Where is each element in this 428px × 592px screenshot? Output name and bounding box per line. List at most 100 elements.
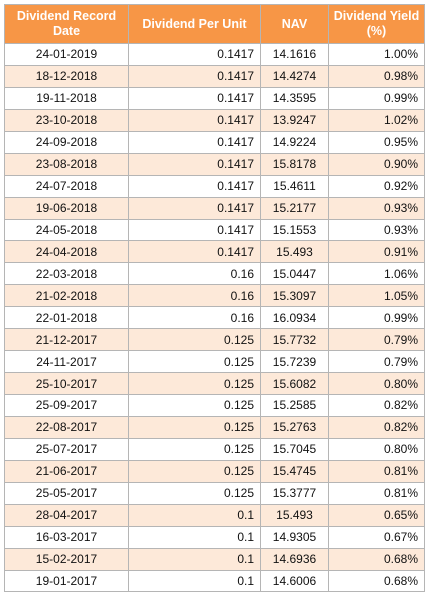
cell-dividend-per-unit: 0.1417 [128,43,261,66]
cell-nav: 14.4274 [260,64,329,88]
cell-record-date: 19-11-2018 [4,86,129,110]
cell-dividend-per-unit: 0.16 [128,262,261,286]
cell-nav: 15.493 [260,503,329,527]
table-row: 25-10-2017 0.125 15.6082 0.80% [4,372,425,395]
table-row: 24-11-2017 0.125 15.7239 0.79% [4,350,425,374]
cell-record-date: 19-06-2018 [4,196,129,220]
cell-record-date: 28-04-2017 [4,503,129,527]
cell-nav: 15.2585 [260,394,329,417]
table-row: 24-01-2019 0.1417 14.1616 1.00% [4,43,425,66]
cell-dividend-yield: 0.80% [328,437,425,461]
cell-dividend-per-unit: 0.125 [128,481,261,505]
table-row: 19-01-2017 0.1 14.6006 0.68% [4,569,425,592]
cell-dividend-yield: 0.65% [328,503,425,527]
table-row: 22-03-2018 0.16 15.0447 1.06% [4,262,425,286]
cell-dividend-yield: 0.68% [328,569,425,592]
cell-dividend-yield: 0.81% [328,481,425,505]
cell-dividend-yield: 0.79% [328,350,425,374]
table-row: 15-02-2017 0.1 14.6936 0.68% [4,547,425,571]
cell-dividend-yield: 0.92% [328,174,425,198]
table-row: 16-03-2017 0.1 14.9305 0.67% [4,525,425,549]
cell-nav: 14.6936 [260,547,329,571]
table-row: 25-05-2017 0.125 15.3777 0.81% [4,481,425,505]
cell-dividend-yield: 0.79% [328,328,425,352]
table-row: 19-06-2018 0.1417 15.2177 0.93% [4,196,425,220]
header-dividend-record-date: Dividend Record Date [4,4,129,44]
cell-dividend-per-unit: 0.125 [128,415,261,439]
cell-dividend-per-unit: 0.125 [128,459,261,483]
table-row: 25-07-2017 0.125 15.7045 0.80% [4,437,425,461]
cell-dividend-yield: 0.99% [328,306,425,330]
cell-dividend-yield: 1.05% [328,284,425,308]
cell-record-date: 25-07-2017 [4,437,129,461]
cell-nav: 13.9247 [260,108,329,132]
cell-dividend-per-unit: 0.125 [128,394,261,417]
cell-nav: 15.7732 [260,328,329,352]
cell-record-date: 22-08-2017 [4,415,129,439]
dividend-table: Dividend Record Date Dividend Per Unit N… [4,4,425,592]
table-header: Dividend Record Date Dividend Per Unit N… [4,4,425,44]
cell-dividend-yield: 0.99% [328,86,425,110]
cell-dividend-yield: 1.02% [328,108,425,132]
page: Dividend Record Date Dividend Per Unit N… [4,4,425,592]
cell-nav: 15.3777 [260,481,329,505]
cell-record-date: 16-03-2017 [4,525,129,549]
table-row: 19-11-2018 0.1417 14.3595 0.99% [4,86,425,110]
cell-nav: 15.4611 [260,174,329,198]
cell-dividend-yield: 0.82% [328,394,425,417]
cell-dividend-yield: 0.91% [328,240,425,264]
table-row: 21-06-2017 0.125 15.4745 0.81% [4,459,425,483]
cell-record-date: 24-07-2018 [4,174,129,198]
cell-nav: 15.2763 [260,415,329,439]
table-row: 23-10-2018 0.1417 13.9247 1.02% [4,108,425,132]
cell-dividend-yield: 0.80% [328,372,425,395]
table-row: 24-04-2018 0.1417 15.493 0.91% [4,240,425,264]
cell-record-date: 22-01-2018 [4,306,129,330]
cell-dividend-per-unit: 0.1 [128,503,261,527]
cell-nav: 15.3097 [260,284,329,308]
cell-dividend-yield: 0.93% [328,218,425,242]
table-row: 21-12-2017 0.125 15.7732 0.79% [4,328,425,352]
cell-dividend-per-unit: 0.1 [128,547,261,571]
cell-record-date: 19-01-2017 [4,569,129,592]
cell-nav: 15.493 [260,240,329,264]
cell-dividend-yield: 0.67% [328,525,425,549]
cell-dividend-yield: 0.93% [328,196,425,220]
cell-dividend-per-unit: 0.1417 [128,240,261,264]
cell-dividend-yield: 1.06% [328,262,425,286]
cell-record-date: 24-11-2017 [4,350,129,374]
cell-dividend-per-unit: 0.125 [128,328,261,352]
header-row: Dividend Record Date Dividend Per Unit N… [4,4,425,44]
cell-nav: 15.2177 [260,196,329,220]
cell-dividend-per-unit: 0.16 [128,306,261,330]
cell-dividend-per-unit: 0.1417 [128,196,261,220]
table-row: 24-05-2018 0.1417 15.1553 0.93% [4,218,425,242]
cell-nav: 16.0934 [260,306,329,330]
cell-record-date: 25-05-2017 [4,481,129,505]
cell-nav: 14.9224 [260,130,329,154]
cell-record-date: 23-10-2018 [4,108,129,132]
cell-dividend-yield: 0.82% [328,415,425,439]
cell-record-date: 25-10-2017 [4,372,129,395]
cell-dividend-per-unit: 0.16 [128,284,261,308]
cell-record-date: 15-02-2017 [4,547,129,571]
table-row: 22-01-2018 0.16 16.0934 0.99% [4,306,425,330]
cell-record-date: 21-02-2018 [4,284,129,308]
cell-dividend-per-unit: 0.1417 [128,86,261,110]
table-row: 23-08-2018 0.1417 15.8178 0.90% [4,152,425,176]
cell-record-date: 25-09-2017 [4,394,129,417]
cell-record-date: 24-04-2018 [4,240,129,264]
header-dividend-per-unit: Dividend Per Unit [128,4,261,44]
cell-dividend-yield: 0.95% [328,130,425,154]
cell-dividend-per-unit: 0.1417 [128,108,261,132]
cell-dividend-per-unit: 0.1417 [128,64,261,88]
cell-nav: 14.1616 [260,43,329,66]
cell-dividend-per-unit: 0.125 [128,437,261,461]
cell-dividend-yield: 0.98% [328,64,425,88]
cell-record-date: 22-03-2018 [4,262,129,286]
cell-nav: 15.7045 [260,437,329,461]
cell-record-date: 18-12-2018 [4,64,129,88]
table-row: 22-08-2017 0.125 15.2763 0.82% [4,415,425,439]
cell-record-date: 23-08-2018 [4,152,129,176]
cell-record-date: 24-01-2019 [4,43,129,66]
